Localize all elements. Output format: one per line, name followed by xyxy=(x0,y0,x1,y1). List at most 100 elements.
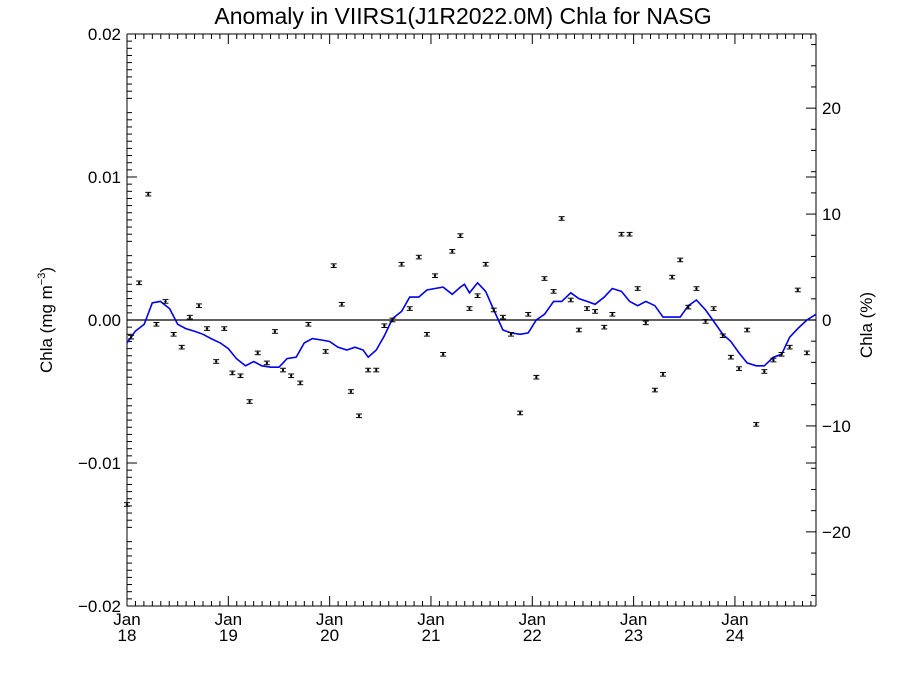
data-point xyxy=(449,249,456,254)
point-marker xyxy=(307,323,310,326)
point-marker xyxy=(299,381,302,385)
point-marker xyxy=(729,355,733,359)
point-marker xyxy=(375,368,378,372)
x-tick-month-label: Jan xyxy=(417,610,444,629)
point-marker xyxy=(223,327,226,330)
point-marker xyxy=(611,313,614,316)
data-point xyxy=(541,276,548,281)
point-marker xyxy=(441,353,445,356)
point-marker xyxy=(340,303,344,306)
data-point xyxy=(457,233,464,238)
point-marker xyxy=(763,370,766,373)
data-point xyxy=(651,387,658,393)
data-points xyxy=(124,191,810,507)
data-point xyxy=(490,307,497,313)
point-marker xyxy=(459,234,462,237)
data-point xyxy=(128,334,135,340)
data-point xyxy=(727,354,734,360)
point-marker xyxy=(670,275,674,279)
point-marker xyxy=(476,294,479,297)
data-point xyxy=(338,301,345,307)
point-marker xyxy=(704,320,707,323)
point-marker xyxy=(273,330,277,333)
point-marker xyxy=(628,233,631,236)
left-axis-ticks: 0.02 0.01 0.00 −0.01 −0.02 xyxy=(78,25,816,616)
point-marker xyxy=(535,376,538,379)
x-tick-month-label: Jan xyxy=(721,610,748,629)
data-point xyxy=(685,304,692,310)
data-point xyxy=(761,369,768,374)
data-point xyxy=(347,389,354,394)
point-marker xyxy=(745,328,749,332)
data-point xyxy=(744,327,751,333)
point-marker xyxy=(661,373,665,376)
point-marker xyxy=(687,305,690,309)
data-point xyxy=(415,254,422,260)
data-point xyxy=(550,289,557,294)
point-marker xyxy=(164,300,167,303)
data-point xyxy=(398,261,405,267)
data-point xyxy=(330,263,337,268)
point-marker xyxy=(349,390,353,393)
point-marker xyxy=(400,263,403,266)
point-marker xyxy=(125,503,129,506)
point-marker xyxy=(679,258,682,262)
point-marker xyxy=(593,310,597,313)
data-point xyxy=(693,286,700,291)
point-marker xyxy=(391,318,394,322)
data-point xyxy=(195,303,202,308)
point-marker xyxy=(636,287,639,290)
point-marker xyxy=(560,217,563,220)
data-point xyxy=(432,273,439,278)
point-marker xyxy=(172,333,175,336)
data-point xyxy=(803,350,810,356)
point-marker xyxy=(543,277,546,280)
data-point xyxy=(356,413,363,419)
data-point xyxy=(567,297,574,303)
data-point xyxy=(482,261,489,267)
point-marker xyxy=(324,350,327,353)
point-marker xyxy=(737,367,741,370)
data-point xyxy=(246,399,253,404)
left-tick-label: −0.02 xyxy=(78,597,121,616)
data-point xyxy=(263,360,270,366)
x-tick-month-label: Jan xyxy=(215,610,242,629)
data-point xyxy=(389,317,396,323)
data-point xyxy=(735,366,742,371)
x-tick-month-label: Jan xyxy=(113,610,140,629)
data-point xyxy=(677,257,684,263)
data-point xyxy=(517,410,524,416)
point-marker xyxy=(129,335,133,339)
point-marker xyxy=(695,287,698,290)
point-marker xyxy=(205,327,209,330)
point-marker xyxy=(265,361,269,365)
data-point xyxy=(794,287,801,293)
point-marker xyxy=(281,368,285,372)
data-point xyxy=(618,231,625,237)
right-tick-label: 10 xyxy=(822,205,841,224)
data-point xyxy=(778,352,785,357)
data-point xyxy=(753,422,760,427)
point-marker xyxy=(788,345,791,349)
left-tick-label: 0.02 xyxy=(88,25,121,44)
data-point xyxy=(710,306,717,311)
data-point xyxy=(584,306,591,311)
x-tick-month-label: Jan xyxy=(519,610,546,629)
data-point xyxy=(601,324,608,330)
data-point xyxy=(508,332,515,337)
data-point xyxy=(626,231,633,237)
point-marker xyxy=(780,353,783,356)
point-marker xyxy=(721,334,724,337)
data-point xyxy=(297,380,304,386)
data-point xyxy=(229,370,236,376)
x-tick-month-label: Jan xyxy=(316,610,343,629)
point-marker xyxy=(197,304,201,307)
data-point xyxy=(406,306,413,311)
x-tick-year-label: 22 xyxy=(523,626,542,645)
point-marker xyxy=(577,328,581,332)
point-marker xyxy=(527,313,530,316)
data-point xyxy=(136,280,143,286)
point-marker xyxy=(231,371,234,375)
data-point xyxy=(499,314,506,320)
